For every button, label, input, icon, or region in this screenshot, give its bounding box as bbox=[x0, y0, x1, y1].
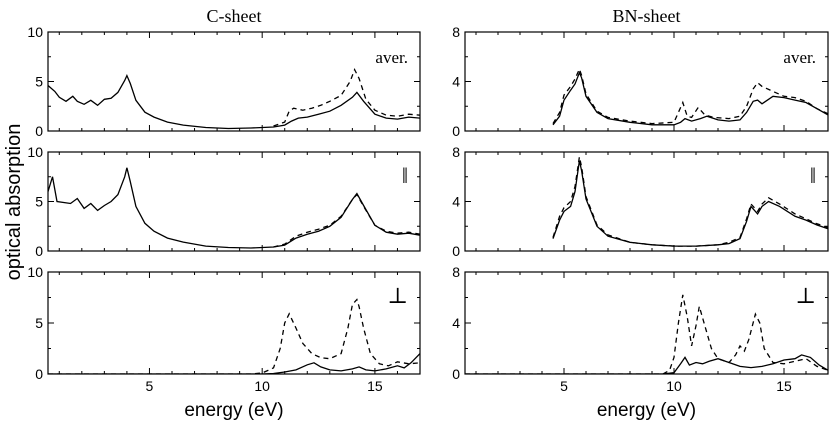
panel-c-perp: 5 10 15 energy (eV) 0 5 10 ⊥ bbox=[27, 264, 421, 421]
plot-frame bbox=[47, 31, 421, 132]
x-axis-label: energy (eV) bbox=[184, 400, 283, 421]
tag-average: aver. bbox=[783, 48, 816, 67]
y-tick-label: 8 bbox=[452, 24, 460, 40]
y-tick-label: 0 bbox=[452, 243, 460, 259]
series-solid-line bbox=[552, 160, 828, 247]
series-dashed-line bbox=[273, 67, 420, 127]
column-title: BN-sheet bbox=[613, 6, 681, 26]
tag-perpendicular: ⊥ bbox=[795, 283, 816, 308]
y-tick-label: 5 bbox=[35, 315, 43, 331]
tag-perpendicular: ⊥ bbox=[387, 283, 408, 308]
x-tick-label: 15 bbox=[776, 378, 792, 394]
y-tick-label: 4 bbox=[452, 194, 460, 210]
tag-parallel: ‖ bbox=[402, 163, 408, 188]
y-tick-label: 8 bbox=[452, 144, 460, 160]
y-tick-label: 10 bbox=[27, 144, 43, 160]
x-tick-label: 10 bbox=[666, 378, 682, 394]
x-tick-label: 5 bbox=[560, 378, 568, 394]
y-tick-label: 10 bbox=[27, 24, 43, 40]
x-axis-label: energy (eV) bbox=[597, 400, 696, 421]
plot-frame bbox=[464, 271, 829, 375]
series-dashed-line bbox=[273, 193, 420, 248]
y-tick-label: 0 bbox=[35, 366, 43, 382]
plot-frame bbox=[47, 271, 421, 375]
tag-average: aver. bbox=[375, 48, 408, 67]
series-solid-line bbox=[48, 353, 420, 374]
series-dashed-line bbox=[465, 294, 828, 374]
y-tick-label: 5 bbox=[35, 194, 43, 210]
panel-bn-aver: 0 4 8 BN-sheet aver. bbox=[452, 6, 829, 139]
panel-c-par: 0 5 10 ‖ bbox=[27, 144, 421, 259]
y-tick-label: 0 bbox=[452, 366, 460, 382]
panel-c-aver: 0 5 10 C-sheet aver. bbox=[27, 6, 421, 139]
x-tick-label: 10 bbox=[254, 378, 270, 394]
series-solid-line bbox=[48, 167, 420, 249]
panel-bn-perp: 5 10 15 energy (eV) 0 4 8 ⊥ bbox=[452, 264, 829, 421]
series-dashed-line bbox=[552, 156, 828, 247]
y-tick-label: 4 bbox=[452, 315, 460, 331]
series-dashed-line bbox=[552, 67, 828, 125]
panel-bn-par: 0 4 8 ‖ bbox=[452, 144, 829, 259]
y-tick-label: 0 bbox=[35, 123, 43, 139]
plot-frame bbox=[464, 151, 829, 252]
series-solid-line bbox=[465, 354, 828, 374]
column-title: C-sheet bbox=[207, 6, 262, 26]
y-tick-label: 0 bbox=[452, 123, 460, 139]
y-tick-label: 10 bbox=[27, 264, 43, 280]
series-solid-line bbox=[48, 73, 420, 130]
series-dashed-line bbox=[48, 298, 420, 374]
panels: 0 5 10 C-sheet aver. 0 4 8 BN-sheet aver. 0 5 10 ‖ 0 4 8… bbox=[27, 6, 829, 421]
tag-parallel: ‖ bbox=[810, 163, 816, 188]
x-tick-label: 15 bbox=[367, 378, 383, 394]
series-solid-line bbox=[552, 71, 828, 126]
plot-frame bbox=[47, 151, 421, 252]
y-tick-label: 0 bbox=[35, 243, 43, 259]
plot-frame bbox=[464, 31, 829, 132]
y-axis-label: optical absorption bbox=[3, 124, 25, 281]
y-tick-label: 5 bbox=[35, 74, 43, 90]
y-tick-label: 4 bbox=[452, 74, 460, 90]
x-tick-label: 5 bbox=[146, 378, 154, 394]
y-tick-label: 8 bbox=[452, 264, 460, 280]
